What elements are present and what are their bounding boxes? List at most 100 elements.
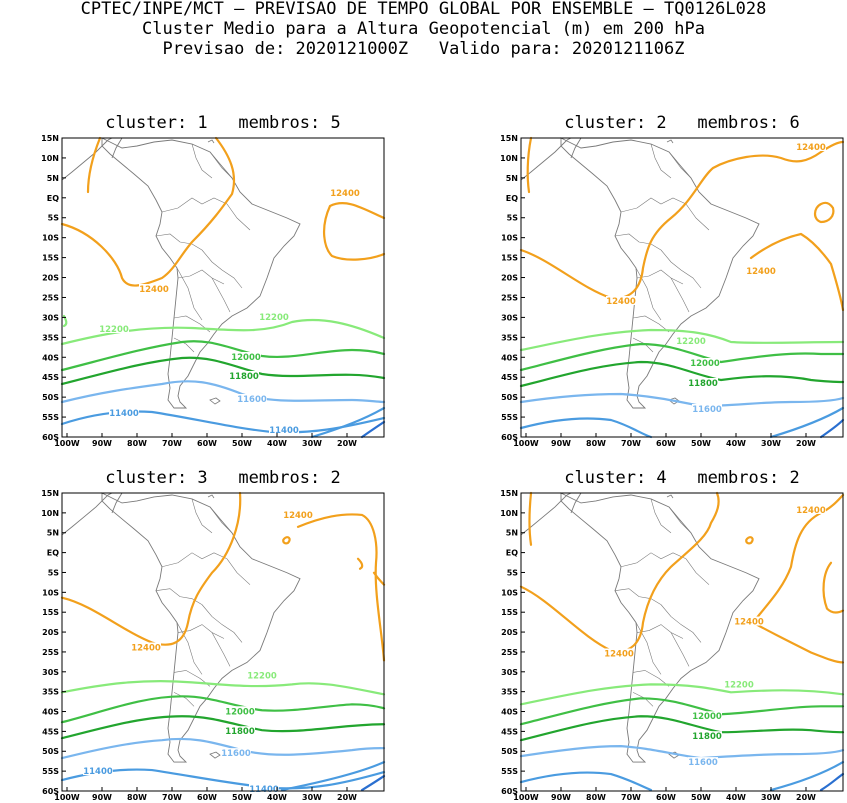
lat-label: 40S: [42, 353, 59, 362]
lat-label: 10S: [501, 588, 518, 597]
country-border: [191, 143, 213, 179]
contour-12400: [822, 561, 845, 614]
contour-label-bg: [231, 352, 261, 361]
lat-label: 15S: [42, 254, 59, 263]
lat-label: EQ: [506, 549, 518, 558]
contour-label-bg: [690, 358, 720, 367]
country-border: [614, 233, 662, 251]
lat-label: 25S: [42, 293, 59, 302]
contour-label-bg: [692, 711, 722, 721]
country-border: [155, 588, 203, 605]
lon-label: 30W: [302, 793, 322, 802]
contour-label-bg: [259, 312, 289, 321]
contour-12400: [60, 136, 236, 287]
lon-label: 60W: [197, 439, 217, 448]
country-border: [685, 203, 710, 231]
lat-label: 5N: [506, 174, 518, 183]
map-frame: [61, 137, 385, 438]
lat-label: 10S: [42, 234, 59, 243]
lon-label: 80W: [127, 439, 147, 448]
contour-label-bg: [330, 188, 360, 197]
contour-12400: [519, 140, 845, 300]
contour-12400: [749, 232, 845, 312]
contour-label: 11600: [221, 748, 251, 758]
lat-label: 55S: [501, 767, 518, 776]
contour-label: 11800: [692, 731, 722, 741]
country-border: [632, 315, 670, 333]
contour-label-bg: [131, 642, 161, 652]
lat-label: 10N: [41, 509, 59, 518]
lon-label: 70W: [162, 793, 182, 802]
contour-11800: [60, 356, 386, 386]
lat-label: 55S: [42, 413, 59, 422]
contour-label: 12400: [139, 285, 169, 295]
contour-label-bg: [83, 766, 113, 776]
country-border: [670, 277, 690, 313]
falkland-islands: [209, 751, 221, 759]
lat-label: 45S: [501, 727, 518, 736]
central-america-coast: [61, 492, 123, 536]
contour-12200: [519, 683, 845, 706]
map-frame: [61, 492, 385, 792]
lat-label: 5S: [48, 568, 60, 577]
country-border: [211, 277, 231, 313]
lon-label: 100W: [54, 439, 80, 448]
lon-label: 90W: [551, 439, 571, 448]
contour-12400: [372, 571, 386, 586]
lon-label: 70W: [621, 439, 641, 448]
map-content: 12400 12400 12200 12200 12000 11800 11600 11400…: [41, 134, 386, 448]
lon-label: 30W: [302, 439, 322, 448]
country-border: [226, 203, 251, 231]
header-subtitle: Cluster Medio para a Altura Geopotencial…: [142, 19, 705, 39]
country-border: [176, 267, 203, 321]
contour-label-bg: [692, 731, 722, 741]
country-border: [177, 269, 225, 285]
lon-label: 60W: [656, 793, 676, 802]
country-border: [660, 604, 702, 643]
contour-12400: [356, 557, 364, 570]
contour-label: 11800: [688, 379, 718, 389]
country-border: [668, 151, 692, 179]
contour-11600: [519, 392, 845, 408]
contour-label: 12000: [692, 711, 722, 721]
contour-label-bg: [688, 757, 718, 767]
country-border: [632, 670, 670, 687]
lon-label: 80W: [586, 439, 606, 448]
map-content: 12400 12400 12200 12000 11800 11600 11400 11400…: [41, 489, 386, 802]
lon-label: 90W: [551, 793, 571, 802]
lat-label: 5N: [506, 529, 518, 538]
contour-label: 11400: [269, 426, 299, 436]
lat-label: 50S: [501, 747, 518, 756]
lat-label: 15N: [500, 489, 518, 498]
contour-label-bg: [237, 394, 267, 403]
country-border: [161, 552, 228, 568]
contour-label: 11400: [83, 766, 113, 776]
contour-label: 12400: [606, 297, 636, 307]
central-america-coast: [520, 492, 582, 536]
contour-11400: [519, 417, 653, 439]
lat-label: 60S: [501, 433, 518, 442]
contour-label: 12400: [734, 617, 764, 627]
contour-12400: [296, 513, 386, 662]
country-border: [173, 337, 195, 353]
lat-label: 15S: [501, 608, 518, 617]
lat-label: 20S: [501, 274, 518, 283]
contour-label-bg: [688, 378, 718, 387]
contour-12400: [745, 536, 754, 545]
lon-label: 40W: [726, 793, 746, 802]
contour-12400: [526, 136, 533, 194]
lon-label: 100W: [513, 439, 539, 448]
contour-label-bg: [249, 784, 279, 793]
coastline: [560, 492, 760, 763]
country-border: [226, 558, 251, 585]
lat-label: 60S: [42, 787, 59, 796]
country-border: [650, 498, 672, 534]
lat-label: 35S: [42, 688, 59, 697]
lat-label: EQ: [506, 194, 518, 203]
lon-label: 50W: [691, 439, 711, 448]
country-border: [191, 498, 213, 534]
country-border: [636, 269, 684, 285]
country-border: [201, 249, 243, 289]
country-border: [209, 151, 233, 179]
contour-label: 12400: [746, 267, 776, 277]
